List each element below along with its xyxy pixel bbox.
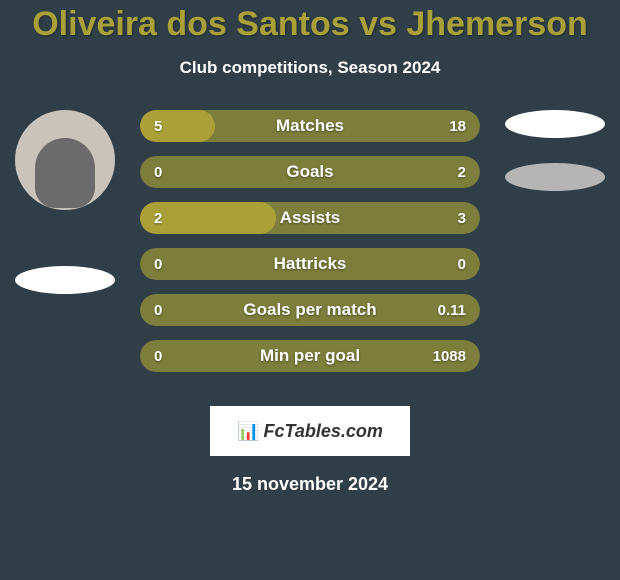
fctables-logo: 📊 FcTables.com: [210, 406, 410, 456]
logo-icon: 📊: [237, 421, 259, 442]
content-row: 5Matches180Goals22Assists30Hattricks00Go…: [0, 110, 620, 386]
stat-row: 0Hattricks0: [140, 248, 480, 280]
stat-row: 2Assists3: [140, 202, 480, 234]
player-right-column: [500, 110, 610, 386]
subtitle: Club competitions, Season 2024: [0, 58, 620, 78]
stat-value-right: 3: [458, 202, 466, 234]
stat-label: Hattricks: [140, 248, 480, 280]
stat-value-right: 0: [458, 248, 466, 280]
comparison-infographic: Oliveira dos Santos vs Jhemerson Club co…: [0, 0, 620, 580]
stat-label: Goals: [140, 156, 480, 188]
player-left-column: [10, 110, 120, 386]
page-title: Oliveira dos Santos vs Jhemerson: [0, 5, 620, 44]
player-right-avatar-oval: [505, 110, 605, 138]
stat-label: Matches: [140, 110, 480, 142]
avatar-silhouette-icon: [35, 138, 95, 208]
stat-value-right: 1088: [433, 340, 466, 372]
stat-value-right: 18: [449, 110, 466, 142]
date-text: 15 november 2024: [0, 474, 620, 495]
stat-row: 0Goals2: [140, 156, 480, 188]
player-right-club-oval: [505, 163, 605, 191]
logo-text: FcTables.com: [264, 421, 383, 442]
stat-value-right: 0.11: [438, 294, 466, 326]
player-left-club-oval: [15, 266, 115, 294]
stat-label: Min per goal: [140, 340, 480, 372]
stat-value-right: 2: [458, 156, 466, 188]
stat-label: Assists: [140, 202, 480, 234]
player-left-avatar: [15, 110, 115, 210]
stat-row: 0Goals per match0.11: [140, 294, 480, 326]
stat-label: Goals per match: [140, 294, 480, 326]
stat-row: 0Min per goal1088: [140, 340, 480, 372]
stat-row: 5Matches18: [140, 110, 480, 142]
stats-bars: 5Matches180Goals22Assists30Hattricks00Go…: [120, 110, 500, 386]
